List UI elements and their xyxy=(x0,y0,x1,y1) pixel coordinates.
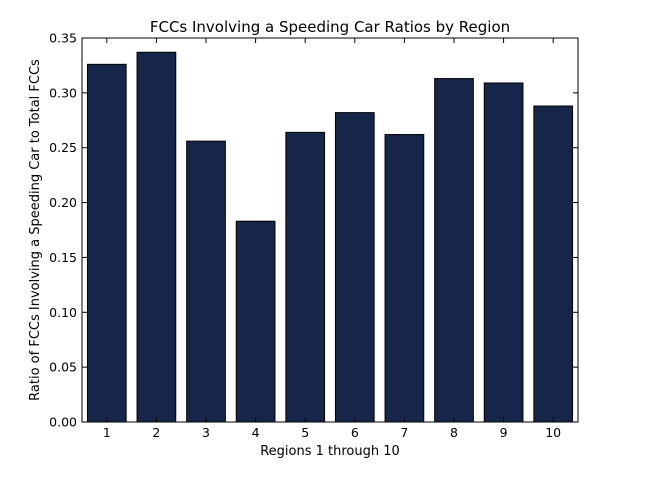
x-tick-label: 1 xyxy=(103,425,111,440)
bar-region-2 xyxy=(136,51,177,423)
plot-frame xyxy=(81,37,579,423)
y-tick-label: 0.00 xyxy=(49,415,77,430)
bar-region-7 xyxy=(384,134,425,423)
bars-group xyxy=(86,51,574,423)
x-tick-label: 2 xyxy=(152,425,160,440)
y-tick-label: 0.25 xyxy=(49,140,77,155)
y-tick-label: 0.05 xyxy=(49,360,77,375)
y-tick-label: 0.30 xyxy=(49,85,77,100)
bar-region-4 xyxy=(235,220,276,423)
bar-region-3 xyxy=(186,140,226,423)
y-tick-label: 0.20 xyxy=(49,195,77,210)
x-axis-ticks: 1 2 3 4 5 6 7 8 9 10 xyxy=(103,38,561,440)
x-axis-label: Regions 1 through 10 xyxy=(260,444,400,459)
x-tick-label: 10 xyxy=(545,425,561,440)
x-tick-label: 8 xyxy=(450,425,458,440)
x-tick-label: 3 xyxy=(202,425,210,440)
x-tick-label: 5 xyxy=(301,425,309,440)
chart-title: FCCs Involving a Speeding Car Ratios by … xyxy=(150,18,510,36)
y-axis-label: Ratio of FCCs Involving a Speeding Car t… xyxy=(28,59,43,401)
y-tick-label: 0.35 xyxy=(49,31,77,46)
bar-region-6 xyxy=(334,112,375,423)
bar-region-10 xyxy=(533,105,574,423)
bar-region-5 xyxy=(285,131,326,423)
bar-region-8 xyxy=(434,78,474,423)
x-tick-label: 9 xyxy=(500,425,508,440)
y-axis-ticks: 0.00 0.05 0.10 0.15 0.20 0.25 0.30 0.35 xyxy=(49,31,578,430)
y-tick-label: 0.15 xyxy=(49,250,77,265)
bar-region-1 xyxy=(86,63,127,423)
x-tick-label: 4 xyxy=(252,425,260,440)
x-tick-label: 7 xyxy=(400,425,408,440)
x-tick-label: 6 xyxy=(351,425,359,440)
y-tick-label: 0.10 xyxy=(49,305,77,320)
bar-region-9 xyxy=(483,82,524,423)
